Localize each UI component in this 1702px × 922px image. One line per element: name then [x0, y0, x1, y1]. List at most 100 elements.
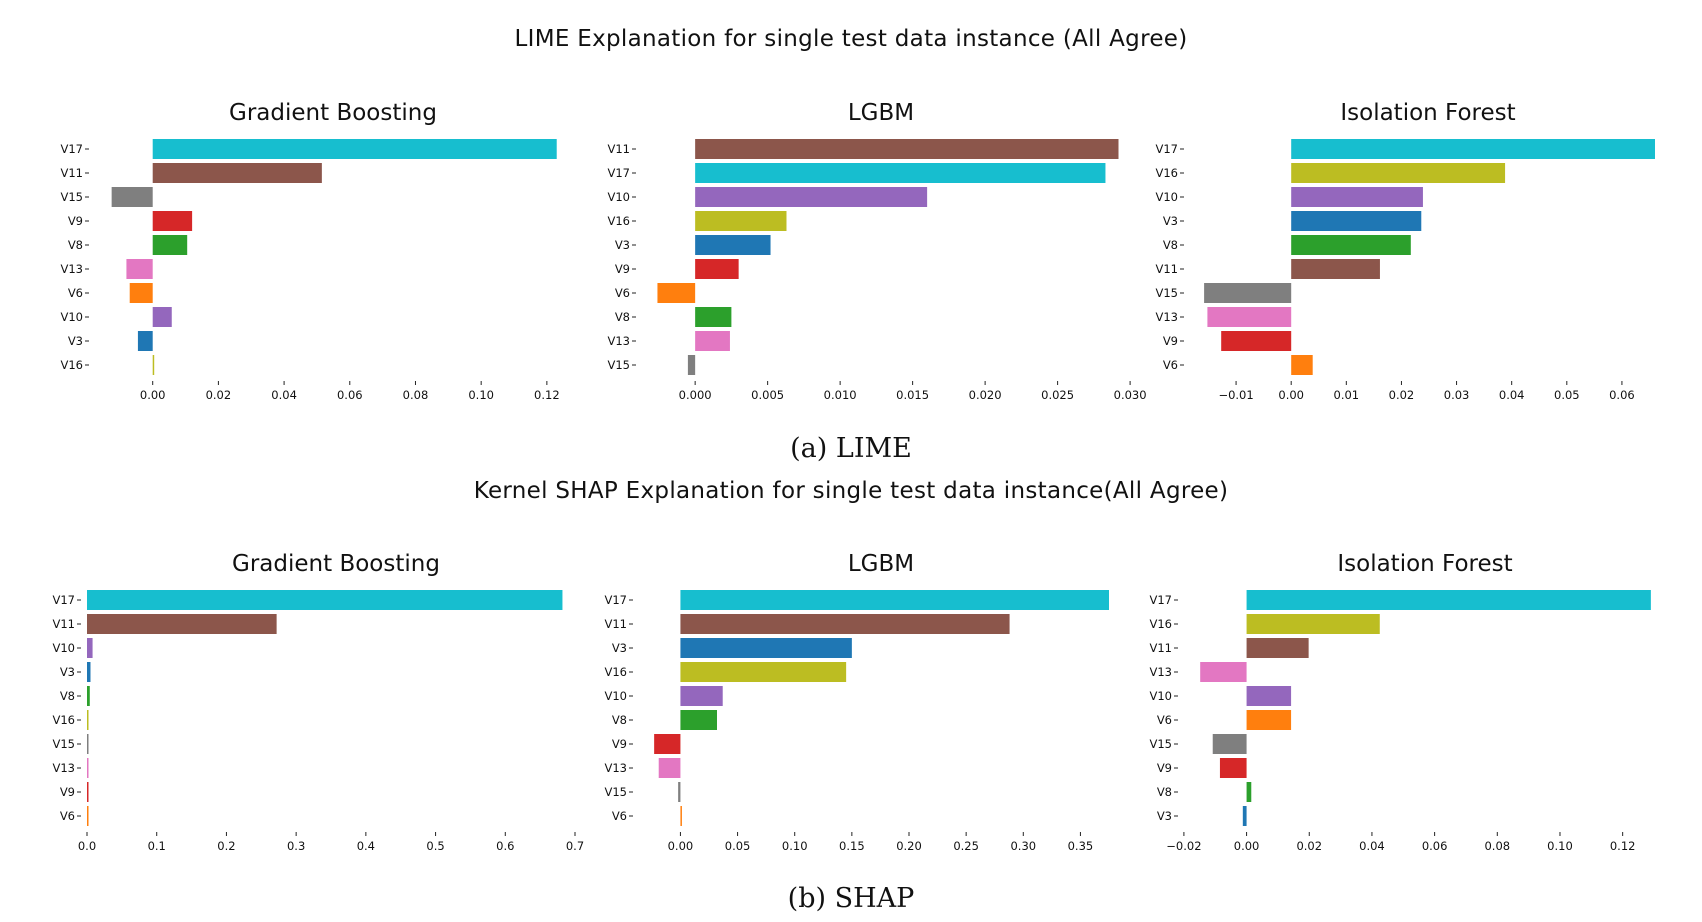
y-tick-label: V13 — [52, 761, 75, 775]
x-tick-label: 0.005 — [751, 388, 784, 402]
y-tick-label: V13 — [1155, 310, 1178, 324]
bar-v13 — [87, 758, 89, 778]
x-tick-label: 0.2 — [217, 839, 235, 853]
bar-v3 — [1242, 806, 1247, 826]
y-tick-label: V10 — [60, 310, 83, 324]
bar-v6 — [680, 806, 682, 826]
bar-v8 — [1291, 235, 1411, 255]
bar-v6 — [129, 283, 153, 303]
x-tick-label: 0.02 — [206, 388, 232, 402]
bar-v15 — [678, 782, 681, 802]
bar-v15 — [1212, 734, 1247, 754]
y-tick-label: V9 — [1163, 334, 1178, 348]
bar-v13 — [695, 331, 730, 351]
bar-v17 — [87, 590, 563, 610]
bar-v9 — [1219, 758, 1247, 778]
bar-v6 — [657, 283, 696, 303]
y-tick-label: V17 — [607, 166, 630, 180]
y-tick-label: V16 — [1149, 617, 1172, 631]
x-tick-label: 0.020 — [969, 388, 1002, 402]
bar-v16 — [1291, 163, 1506, 183]
y-tick-label: V17 — [1155, 142, 1178, 156]
bar-v17 — [1291, 139, 1655, 159]
y-tick-label: V3 — [1157, 809, 1172, 823]
y-tick-label: V10 — [1155, 190, 1178, 204]
bar-v3 — [695, 235, 771, 255]
y-tick-label: V11 — [52, 617, 75, 631]
bar-v8 — [680, 710, 717, 730]
lime-figure-title: LIME Explanation for single test data in… — [514, 26, 1188, 52]
x-tick-label: 0.3 — [287, 839, 305, 853]
bar-v8 — [87, 686, 90, 706]
bar-v17 — [1246, 590, 1651, 610]
bar-v10 — [695, 187, 928, 207]
bar-v3 — [137, 331, 153, 351]
bar-v3 — [680, 638, 852, 658]
x-tick-label: 0.10 — [468, 388, 494, 402]
x-tick-label: 0.15 — [839, 839, 865, 853]
x-tick-label: 0.02 — [1389, 388, 1415, 402]
x-tick-label: 0.025 — [1041, 388, 1074, 402]
y-tick-label: V10 — [604, 689, 627, 703]
bar-v6 — [87, 806, 89, 826]
x-tick-label: −0.02 — [1166, 839, 1201, 853]
bar-v17 — [152, 139, 557, 159]
x-tick-label: 0.06 — [1609, 388, 1635, 402]
bar-v16 — [680, 662, 847, 682]
y-tick-label: V6 — [612, 809, 627, 823]
x-tick-label: 0.015 — [896, 388, 929, 402]
chart-panel-shap-3: Isolation Forest V17 V16 V11 V13 V10 V6 V15 V9 V8… — [1149, 551, 1651, 853]
x-tick-label: 0.06 — [1422, 839, 1448, 853]
bar-v13 — [1200, 662, 1247, 682]
y-tick-label: V3 — [68, 334, 83, 348]
shap-figure-title: Kernel SHAP Explanation for single test … — [473, 478, 1229, 504]
chart-title: Gradient Boosting — [232, 551, 440, 577]
bar-v16 — [1246, 614, 1380, 634]
bar-v13 — [658, 758, 681, 778]
x-tick-label: 0.4 — [357, 839, 375, 853]
y-tick-label: V8 — [612, 713, 627, 727]
bar-v11 — [1291, 259, 1380, 279]
y-tick-label: V6 — [60, 809, 75, 823]
chart-panel-lime-1: Gradient Boosting V17 V11 V15 V9 V8 V13 V6 V10 V3… — [60, 100, 559, 402]
bar-v17 — [680, 590, 1109, 610]
bar-v8 — [695, 307, 732, 327]
x-tick-label: 0.00 — [668, 839, 694, 853]
x-tick-label: 0.05 — [1554, 388, 1580, 402]
y-tick-label: V13 — [607, 334, 630, 348]
x-tick-label: 0.01 — [1334, 388, 1360, 402]
y-tick-label: V13 — [1149, 665, 1172, 679]
y-tick-label: V9 — [615, 262, 630, 276]
bar-v11 — [695, 139, 1119, 159]
bar-v17 — [695, 163, 1106, 183]
y-tick-label: V15 — [604, 785, 627, 799]
y-tick-label: V16 — [607, 214, 630, 228]
x-tick-label: 0.08 — [403, 388, 429, 402]
y-tick-label: V10 — [607, 190, 630, 204]
x-tick-label: 0.04 — [1499, 388, 1525, 402]
y-tick-label: V17 — [604, 593, 627, 607]
y-tick-label: V17 — [52, 593, 75, 607]
x-tick-label: 0.30 — [1010, 839, 1036, 853]
y-tick-label: V17 — [60, 142, 83, 156]
y-tick-label: V15 — [607, 358, 630, 372]
y-tick-label: V6 — [1163, 358, 1178, 372]
y-tick-label: V6 — [615, 286, 630, 300]
y-tick-label: V8 — [615, 310, 630, 324]
x-tick-label: 0.25 — [953, 839, 979, 853]
bar-v13 — [1207, 307, 1292, 327]
x-tick-label: 0.00 — [140, 388, 166, 402]
x-tick-label: 0.06 — [337, 388, 363, 402]
chart-title: Gradient Boosting — [229, 100, 437, 126]
chart-panel-lime-2: LGBM V11 V17 V10 V16 V3 V9 V6 V8 V13 V15 0.000 0.005… — [607, 100, 1146, 402]
y-tick-label: V16 — [52, 713, 75, 727]
bar-v8 — [152, 235, 188, 255]
y-tick-label: V11 — [604, 617, 627, 631]
x-tick-label: 0.000 — [679, 388, 712, 402]
bar-v16 — [152, 355, 155, 375]
x-tick-label: 0.0 — [78, 839, 96, 853]
x-tick-label: 0.00 — [1234, 839, 1260, 853]
chart-title: Isolation Forest — [1340, 100, 1515, 126]
y-tick-label: V3 — [612, 641, 627, 655]
x-tick-label: 0.20 — [896, 839, 922, 853]
